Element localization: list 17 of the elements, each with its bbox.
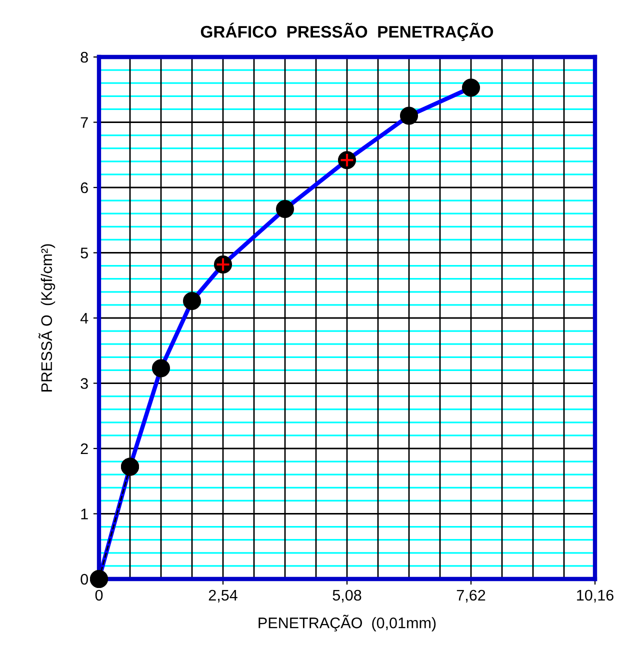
x-tick-label: 0 [95,590,103,601]
x-tick-label: 5,08 [332,590,362,602]
y-tick-label: 3 [80,378,88,389]
y-axis-title: PRESSÃ O (Kgf/cm²) [38,244,56,392]
x-tick-label: 7,62 [456,590,486,602]
y-tick-label: 7 [80,117,88,128]
x-tick-label: 2,54 [208,590,238,602]
y-tick-label: 0 [80,574,88,585]
x-axis-title: PENETRAÇÃO (0,01mm) [258,614,436,632]
chart-title: GRÁFICO PRESSÃO PENETRAÇÃO [200,22,494,42]
y-tick-label: 6 [80,182,88,194]
y-tick-label: 1 [81,508,88,520]
y-tick-label: 4 [80,313,88,324]
y-tick-label: 5 [80,248,88,258]
x-tick-label: 10,16 [577,590,614,602]
y-tick-label: 8 [80,52,88,63]
y-tick-label: 2 [80,443,88,454]
